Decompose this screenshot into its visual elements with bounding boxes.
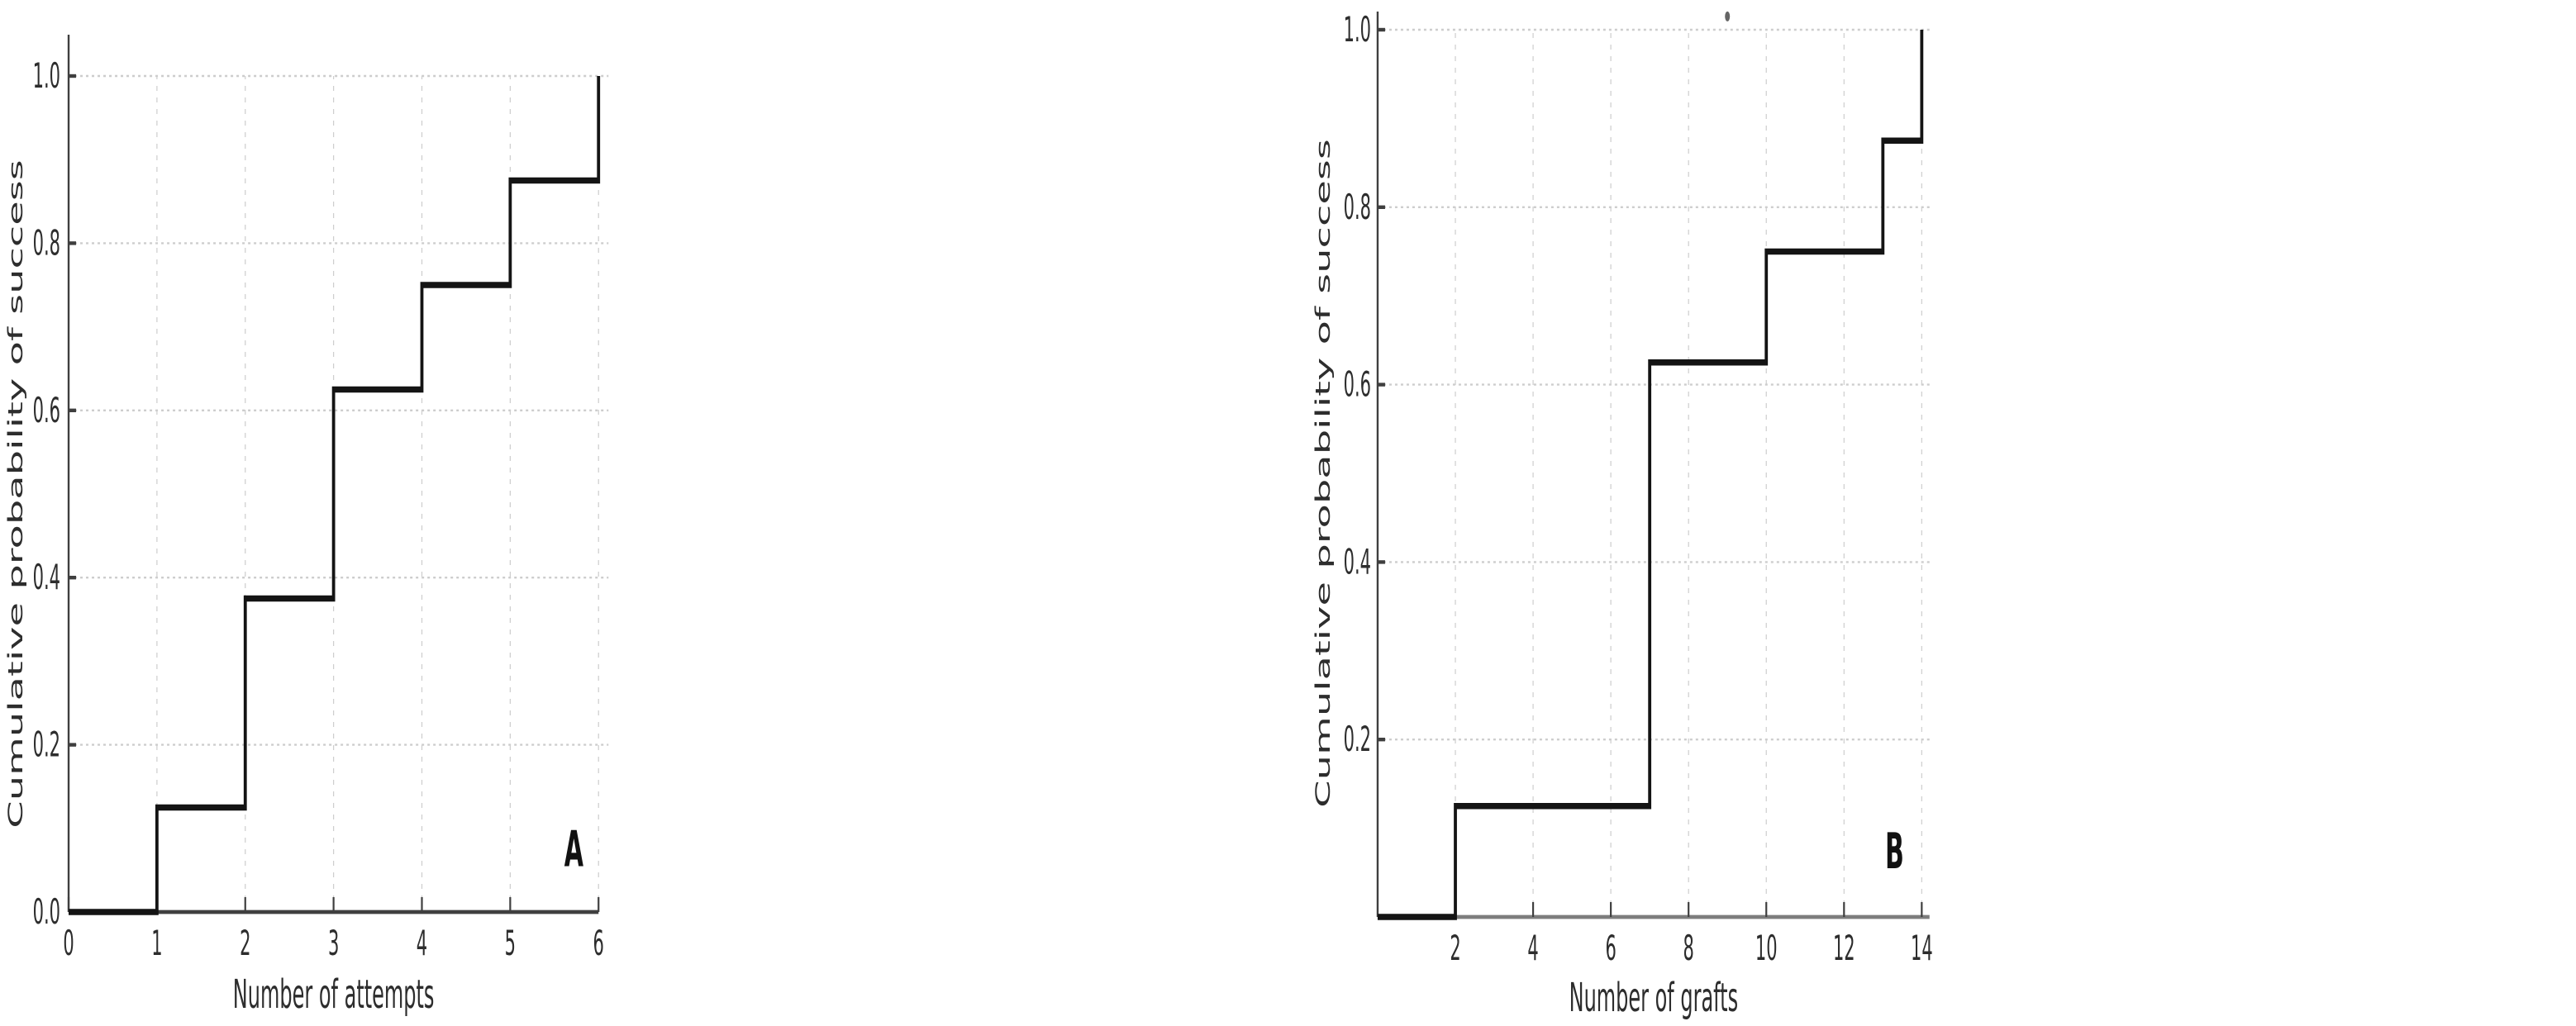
stray-dot-artifact [1724, 11, 1730, 21]
panel-letter-label: A [564, 821, 583, 879]
x-axis-label: Number of grafts [1569, 975, 1737, 1021]
x-tick-label: 14 [1910, 928, 1932, 968]
x-tick-label: 2 [1450, 928, 1460, 968]
y-axis-label: Cumulative probability of success [4, 159, 27, 829]
step-chart-b: 2 4 6 8 10 12 14 0.2 0.4 0.6 0.8 1.0 Number of graft… [1311, 9, 1932, 1021]
x-tick-label: 2 [240, 923, 250, 963]
cumulative-step-curve [1377, 30, 1923, 920]
y-tick-label: 1.0 [1343, 9, 1370, 50]
x-tick-label: 3 [328, 923, 339, 963]
cumulative-step-curve [69, 76, 601, 915]
y-axis-label: Cumulative probability of success [1311, 139, 1334, 808]
y-tick-label: 0.8 [1343, 187, 1370, 227]
y-tick-label: 0.2 [1343, 719, 1370, 759]
x-tick-label: 8 [1683, 928, 1693, 968]
y-tick-label: 1.0 [33, 55, 60, 96]
y-tick-label: 0.0 [33, 891, 60, 932]
panel-b: 2 4 6 8 10 12 14 0.2 0.4 0.6 0.8 1.0 Number of graft… [1288, 0, 2576, 1026]
y-tick-label: 0.4 [1343, 541, 1370, 582]
panel-a: 0 1 2 3 4 5 6 0.0 0.2 0.4 0.6 0.8 1.0 Number of attem… [4, 35, 609, 1018]
step-chart-a: 0 1 2 3 4 5 6 0.0 0.2 0.4 0.6 0.8 1.0 Number of attem… [4, 35, 609, 1018]
x-tick-label: 4 [417, 923, 427, 963]
x-tick-label: 6 [1605, 928, 1616, 968]
x-tick-label: 1 [151, 923, 162, 963]
panel-letter-label: B [1884, 824, 1903, 881]
y-tick-label: 0.6 [1343, 363, 1370, 404]
x-tick-label: 6 [593, 923, 604, 963]
x-tick-label: 4 [1527, 928, 1538, 968]
x-axis-label: Number of attempts [233, 971, 435, 1018]
y-tick-label: 0.6 [33, 390, 60, 430]
y-tick-label: 0.2 [33, 724, 60, 764]
x-tick-label: 12 [1832, 928, 1855, 968]
y-tick-label: 0.4 [33, 557, 60, 597]
x-tick-label: 10 [1755, 928, 1777, 968]
y-tick-label: 0.8 [33, 222, 60, 263]
x-tick-label: 0 [63, 923, 74, 963]
x-tick-label: 5 [505, 923, 516, 963]
